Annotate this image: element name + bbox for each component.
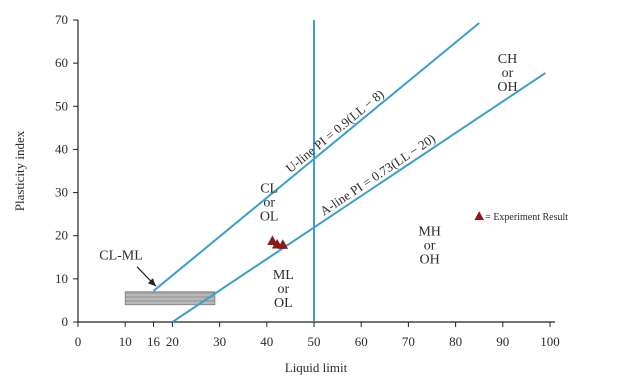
zone-label-line: MH [418, 225, 441, 240]
experiment-point [267, 235, 278, 246]
a-line-label: A-line PI = 0.73(LL − 20) [317, 131, 438, 219]
y-tick-label: 50 [55, 98, 68, 113]
zone-label-line: or [277, 282, 289, 297]
y-axis-label: Plasticity index [12, 130, 27, 211]
y-tick-label: 20 [55, 228, 68, 243]
zone-label-ch: CH or OH [497, 52, 517, 95]
zone-label-line: OH [420, 253, 440, 268]
zone-label-mh: MH or OH [418, 225, 441, 268]
zone-label-line: OH [497, 80, 517, 95]
x-tick-label: 70 [402, 334, 415, 349]
zone-label-line: or [424, 239, 436, 254]
x-ticks: 0 10 16 20 30 40 50 60 70 80 90 100 [75, 322, 560, 349]
zone-label-line: OL [274, 296, 293, 311]
cl-ml-band-layer [124, 291, 216, 306]
x-tick-label: 50 [308, 334, 321, 349]
y-tick-label: 10 [55, 271, 68, 286]
y-tick-label: 0 [62, 314, 69, 329]
labels-layer: U-line PI = 0.9(LL − 8)A-line PI = 0.73(… [99, 52, 517, 311]
y-tick-label: 40 [55, 141, 68, 156]
x-tick-label: 20 [166, 334, 179, 349]
lines-layer [152, 20, 546, 323]
zone-label-line: CL [260, 182, 278, 197]
y-tick-label: 60 [55, 55, 68, 70]
zone-label-line: or [502, 66, 514, 81]
zone-label-line: or [263, 196, 275, 211]
x-tick-label: 100 [540, 334, 560, 349]
x-axis-label: Liquid limit [285, 360, 348, 375]
x-tick-label: 0 [75, 334, 82, 349]
u-line-label: U-line PI = 0.9(LL − 8) [283, 86, 387, 175]
zone-label-line: CH [498, 52, 517, 67]
x-tick-label: 30 [213, 334, 226, 349]
x-tick-label: 16 [147, 334, 161, 349]
experiment-point [277, 239, 289, 249]
axes [77, 20, 555, 323]
a-line-line [171, 72, 546, 323]
x-tick-label: 40 [260, 334, 273, 349]
zone-label-line: OL [260, 210, 279, 225]
y-tick-label: 70 [55, 12, 68, 27]
x-tick-label: 80 [449, 334, 462, 349]
x-tick-label: 90 [496, 334, 509, 349]
legend-marker [474, 211, 484, 221]
zone-label-ml: ML or OL [273, 268, 294, 311]
cl-ml-label: CL-ML [99, 248, 143, 263]
u-line-line [152, 22, 480, 292]
cl-ml-band [124, 291, 216, 306]
zone-label-line: ML [273, 268, 294, 283]
points-layer: = Experiment Result [267, 211, 568, 249]
legend-text: = Experiment Result [485, 212, 568, 223]
x-tick-label: 60 [355, 334, 368, 349]
zone-label-cl: CL or OL [260, 182, 279, 225]
y-tick-label: 30 [55, 185, 68, 200]
y-ticks: 0 10 20 30 40 50 60 70 [55, 12, 78, 329]
cl-ml-arrow-head [147, 278, 156, 287]
x-tick-label: 10 [119, 334, 132, 349]
